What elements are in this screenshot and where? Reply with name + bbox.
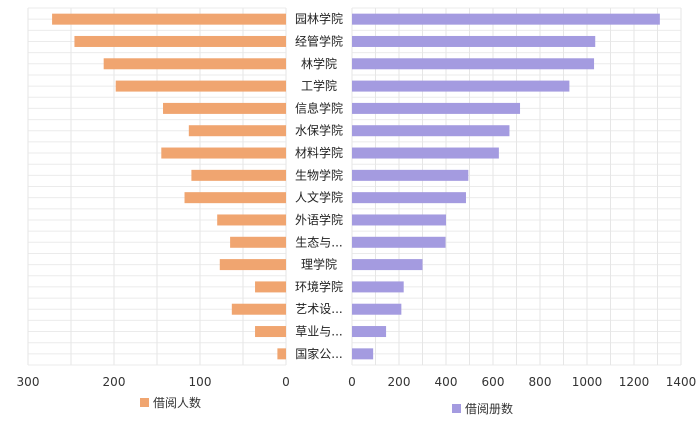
legend-left[interactable]: 借阅人数	[140, 395, 201, 410]
right-bar-10[interactable]	[352, 236, 446, 248]
left-bar-0[interactable]	[52, 13, 286, 25]
right-tick-6: 1200	[619, 375, 650, 389]
left-bar-1[interactable]	[74, 35, 286, 47]
category-label-9: 外语学院	[295, 212, 343, 227]
category-label-5: 水保学院	[295, 123, 343, 138]
category-label-4: 信息学院	[295, 100, 343, 115]
category-labels: 园林学院经管学院林学院工学院信息学院水保学院材料学院生物学院人文学院外语学院生态…	[295, 11, 343, 361]
left-bar-13[interactable]	[231, 303, 286, 315]
right-bar-5[interactable]	[352, 125, 510, 137]
category-label-8: 人文学院	[295, 190, 343, 205]
category-label-14: 草业与...	[295, 325, 342, 339]
category-label-15: 国家公...	[295, 346, 342, 361]
right-bar-8[interactable]	[352, 192, 466, 204]
right-bar-12[interactable]	[352, 281, 404, 293]
right-bar-15[interactable]	[352, 348, 374, 360]
right-tick-2: 400	[435, 375, 458, 389]
legend-right-label: 借阅册数	[465, 401, 513, 416]
left-series-bars	[52, 13, 287, 360]
right-bar-2[interactable]	[352, 58, 595, 70]
left-tick-2: 200	[103, 375, 126, 389]
left-bar-12[interactable]	[255, 281, 286, 293]
category-label-1: 经管学院	[295, 33, 343, 48]
right-bar-7[interactable]	[352, 169, 469, 181]
right-tick-3: 600	[482, 375, 505, 389]
category-label-6: 材料学院	[295, 145, 343, 160]
left-bar-5[interactable]	[188, 125, 286, 137]
left-tick-0: 0	[282, 375, 290, 389]
right-tick-4: 800	[529, 375, 552, 389]
left-bar-14[interactable]	[255, 326, 286, 338]
right-bar-3[interactable]	[352, 80, 570, 92]
legend-left-label: 借阅人数	[153, 395, 201, 410]
left-tick-1: 100	[189, 375, 212, 389]
category-label-12: 环境学院	[295, 279, 343, 294]
right-bar-14[interactable]	[352, 326, 387, 338]
right-bar-6[interactable]	[352, 147, 499, 159]
right-bar-11[interactable]	[352, 259, 423, 271]
right-tick-0: 0	[348, 375, 356, 389]
left-bar-9[interactable]	[217, 214, 286, 226]
right-axis-ticks: 0 200 400 600 800 1000 1200 1400	[348, 375, 696, 389]
category-label-13: 艺术设...	[295, 302, 342, 316]
legend-left-swatch	[140, 398, 149, 407]
left-bar-10[interactable]	[230, 236, 286, 248]
left-bar-6[interactable]	[161, 147, 286, 159]
left-bar-2[interactable]	[103, 58, 287, 70]
category-label-3: 工学院	[301, 78, 337, 93]
right-bar-1[interactable]	[352, 35, 596, 47]
left-axis-ticks: 0 100 200 300	[17, 375, 290, 389]
right-tick-5: 1000	[572, 375, 603, 389]
right-bar-0[interactable]	[352, 13, 660, 25]
legend-right-swatch	[452, 404, 461, 413]
left-tick-3: 300	[17, 375, 40, 389]
right-bar-4[interactable]	[352, 102, 521, 114]
right-bar-13[interactable]	[352, 303, 402, 315]
category-label-2: 林学院	[301, 56, 337, 71]
right-tick-1: 200	[388, 375, 411, 389]
category-label-11: 理学院	[301, 257, 337, 272]
right-tick-7: 1400	[666, 375, 697, 389]
right-bar-9[interactable]	[352, 214, 446, 226]
category-label-7: 生物学院	[295, 167, 343, 182]
left-bar-4[interactable]	[163, 102, 286, 114]
right-series-bars	[352, 13, 660, 360]
category-label-0: 园林学院	[295, 11, 343, 26]
category-label-10: 生态与...	[295, 235, 342, 249]
left-bar-11[interactable]	[219, 259, 286, 271]
left-bar-15[interactable]	[277, 348, 286, 360]
left-bar-8[interactable]	[184, 192, 286, 204]
left-bar-3[interactable]	[115, 80, 286, 92]
left-bar-7[interactable]	[191, 169, 286, 181]
legend-right[interactable]: 借阅册数	[452, 401, 513, 416]
